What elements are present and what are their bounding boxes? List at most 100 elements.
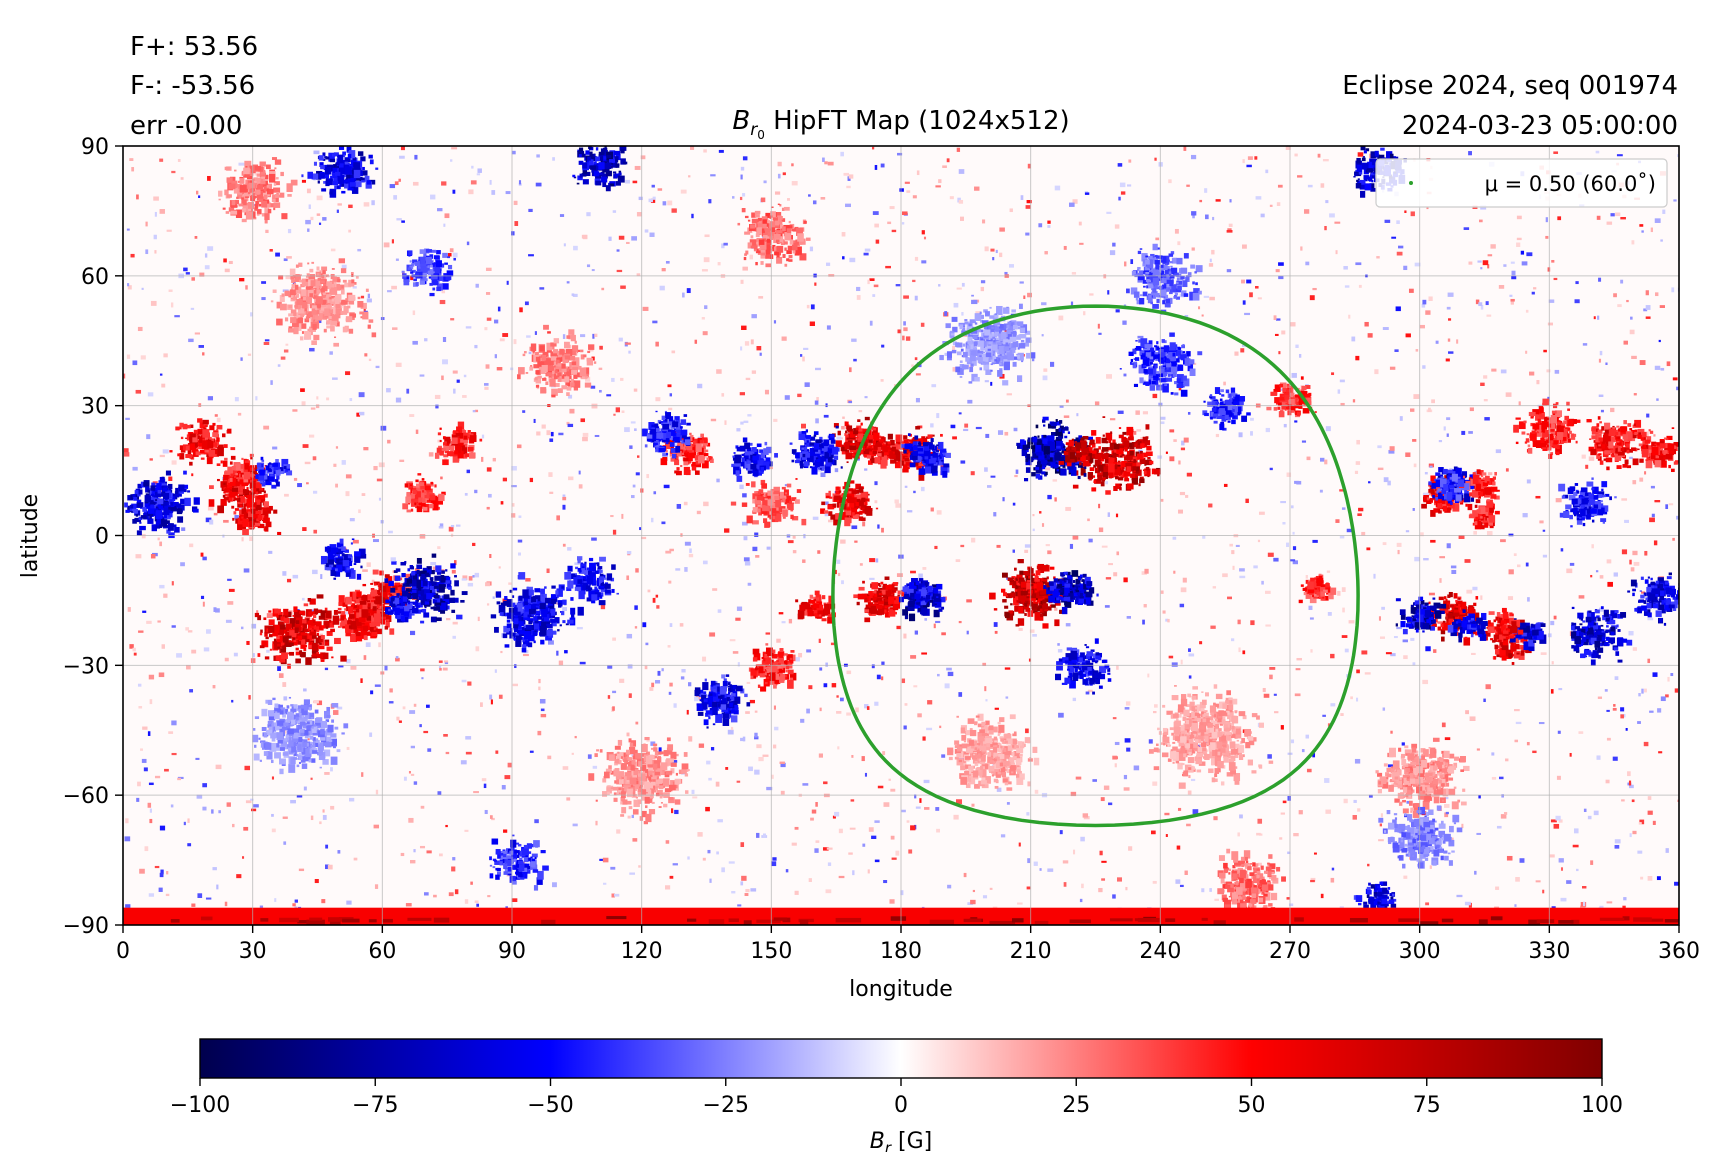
background-speckle <box>367 293 371 299</box>
background-speckle <box>1242 300 1246 305</box>
background-speckle <box>895 850 900 856</box>
background-speckle <box>612 210 617 213</box>
background-speckle <box>539 698 546 704</box>
positive-flux-patch <box>1138 441 1141 445</box>
background-speckle <box>864 704 869 709</box>
positive-flux-patch <box>1146 445 1152 451</box>
background-speckle <box>1632 550 1638 556</box>
background-speckle <box>466 469 471 474</box>
background-speckle <box>1116 551 1120 556</box>
background-speckle <box>446 618 451 621</box>
background-speckle <box>1076 413 1079 417</box>
positive-flux-patch <box>1663 457 1667 460</box>
positive-flux-patch <box>915 426 921 430</box>
background-speckle <box>1597 696 1603 699</box>
background-speckle <box>927 700 933 705</box>
positive-flux-patch <box>1080 472 1086 476</box>
positive-flux-patch <box>821 595 826 600</box>
positive-flux-patch <box>1053 576 1056 580</box>
positive-flux-patch <box>1494 510 1500 515</box>
background-speckle <box>1301 749 1305 753</box>
background-speckle <box>223 258 227 263</box>
background-speckle <box>296 795 303 798</box>
positive-flux-patch <box>252 468 257 475</box>
background-speckle <box>1038 223 1043 228</box>
positive-flux-patch <box>856 425 862 431</box>
background-speckle <box>1377 467 1384 471</box>
positive-flux-patch <box>894 461 902 469</box>
background-speckle <box>1305 734 1310 739</box>
positive-flux-patch <box>1616 442 1622 446</box>
positive-flux-patch <box>1589 438 1592 440</box>
background-speckle <box>651 682 655 688</box>
background-speckle <box>1004 271 1008 275</box>
background-speckle <box>1543 349 1547 353</box>
background-speckle <box>1674 881 1679 886</box>
positive-flux-patch <box>1530 432 1537 441</box>
positive-flux-patch <box>1492 640 1496 643</box>
background-speckle <box>1529 371 1535 376</box>
background-speckle <box>1240 348 1245 353</box>
background-speckle <box>1644 688 1647 693</box>
background-speckle <box>157 620 161 623</box>
background-speckle <box>472 410 476 413</box>
background-speckle <box>1535 495 1541 499</box>
background-speckle <box>481 434 485 439</box>
background-speckle <box>1358 507 1364 512</box>
background-speckle <box>709 632 716 637</box>
background-speckle <box>826 325 831 330</box>
positive-flux-patch <box>1608 428 1616 437</box>
background-speckle <box>906 820 910 823</box>
positive-flux-patch <box>1548 424 1556 433</box>
background-speckle <box>635 721 639 725</box>
background-speckle <box>1653 434 1656 437</box>
background-speckle <box>635 472 640 476</box>
background-speckle <box>702 656 707 662</box>
positive-flux-patch <box>1439 606 1447 614</box>
background-speckle <box>1388 779 1391 783</box>
background-speckle <box>684 541 691 546</box>
background-speckle <box>1378 839 1384 842</box>
positive-flux-patch <box>318 645 325 650</box>
background-speckle <box>1250 620 1255 626</box>
background-speckle <box>1485 301 1489 306</box>
background-speckle <box>1330 703 1336 707</box>
background-speckle <box>330 767 333 772</box>
background-speckle <box>1415 349 1419 352</box>
background-speckle <box>935 807 940 811</box>
background-speckle <box>1034 789 1039 794</box>
positive-flux-patch <box>1496 645 1501 649</box>
background-speckle <box>742 266 748 271</box>
positive-flux-patch <box>1532 440 1538 448</box>
background-speckle <box>915 397 920 403</box>
background-speckle <box>1505 468 1509 472</box>
positive-flux-patch <box>1447 613 1453 622</box>
background-speckle <box>1097 323 1100 329</box>
background-speckle <box>1503 264 1507 267</box>
background-speckle <box>462 575 468 581</box>
positive-flux-patch <box>295 651 302 656</box>
background-speckle <box>815 840 820 843</box>
positive-flux-patch <box>299 628 306 636</box>
positive-flux-patch <box>846 461 849 464</box>
background-speckle <box>555 602 560 605</box>
background-speckle <box>1424 471 1428 475</box>
positive-flux-patch <box>220 498 227 506</box>
positive-flux-patch <box>202 419 209 425</box>
background-speckle <box>247 353 252 356</box>
background-speckle <box>163 353 168 358</box>
background-speckle <box>1667 676 1670 682</box>
background-speckle <box>1275 318 1281 321</box>
background-speckle <box>383 242 390 248</box>
positive-flux-patch <box>1489 507 1494 513</box>
background-speckle <box>1229 199 1232 203</box>
background-speckle <box>1673 199 1677 202</box>
background-speckle <box>772 744 777 749</box>
background-speckle <box>573 245 578 251</box>
background-speckle <box>610 515 614 518</box>
background-speckle <box>1659 305 1665 308</box>
positive-flux-patch <box>1679 448 1683 452</box>
background-speckle <box>1210 625 1216 629</box>
background-speckle <box>871 664 875 669</box>
